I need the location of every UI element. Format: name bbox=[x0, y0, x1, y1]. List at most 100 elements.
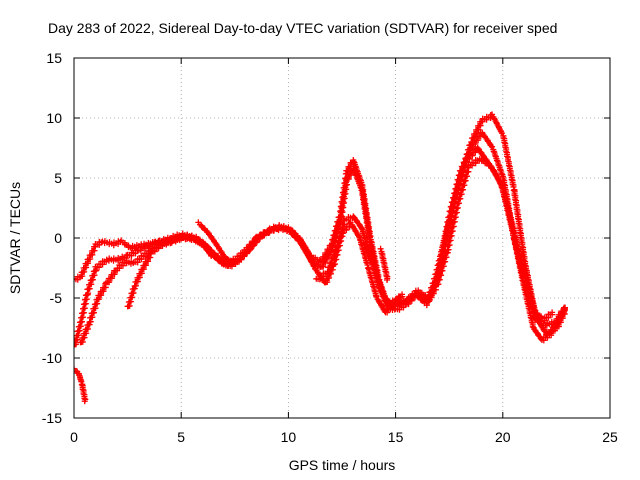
data-point-marker bbox=[526, 288, 533, 295]
y-tick-label: 10 bbox=[46, 110, 62, 126]
data-point-marker bbox=[360, 196, 367, 203]
series-track-4 bbox=[124, 233, 215, 310]
data-point-marker bbox=[93, 267, 100, 274]
data-point-marker bbox=[381, 263, 388, 270]
data-series bbox=[74, 111, 568, 405]
x-tick-label: 10 bbox=[281, 429, 297, 445]
data-point-marker bbox=[362, 210, 369, 217]
data-point-marker bbox=[514, 215, 521, 222]
data-point-marker bbox=[399, 291, 406, 298]
data-point-marker bbox=[505, 162, 512, 169]
data-point-marker bbox=[78, 381, 85, 388]
data-point-marker bbox=[379, 291, 386, 298]
data-point-marker bbox=[380, 259, 387, 266]
y-tick-label: 0 bbox=[54, 230, 62, 246]
data-point-marker bbox=[525, 305, 532, 312]
data-point-marker bbox=[514, 242, 521, 249]
data-point-marker bbox=[98, 239, 105, 246]
y-axis-label: SDTVAR / TECUs bbox=[7, 182, 23, 294]
data-point-marker bbox=[505, 206, 512, 213]
data-point-marker bbox=[506, 211, 513, 218]
data-point-marker bbox=[513, 206, 520, 213]
chart-title: Day 283 of 2022, Sidereal Day-to-day VTE… bbox=[48, 20, 557, 36]
data-point-marker bbox=[501, 139, 508, 146]
data-point-marker bbox=[530, 302, 537, 309]
data-point-marker bbox=[363, 219, 370, 226]
data-point-marker bbox=[377, 245, 384, 252]
data-point-marker bbox=[515, 247, 522, 254]
data-point-marker bbox=[365, 265, 372, 272]
data-point-marker bbox=[357, 184, 364, 191]
data-point-marker bbox=[358, 187, 365, 194]
data-point-marker bbox=[518, 260, 525, 267]
y-tick-label: 15 bbox=[46, 50, 62, 66]
data-point-marker bbox=[502, 144, 509, 151]
data-point-marker bbox=[371, 287, 378, 294]
x-tick-label: 0 bbox=[70, 429, 78, 445]
data-point-marker bbox=[365, 229, 372, 235]
data-point-marker bbox=[531, 306, 538, 313]
data-point-marker bbox=[362, 254, 369, 261]
data-point-marker bbox=[376, 279, 383, 286]
data-point-marker bbox=[525, 283, 532, 290]
data-point-marker bbox=[510, 187, 517, 194]
data-point-marker bbox=[358, 225, 365, 232]
y-tick-label: 5 bbox=[54, 170, 62, 186]
x-tick-label: 20 bbox=[495, 429, 511, 445]
data-point-marker bbox=[517, 229, 524, 236]
data-point-marker bbox=[501, 193, 508, 200]
data-point-marker bbox=[512, 196, 519, 203]
data-point-marker bbox=[500, 188, 507, 195]
data-point-marker bbox=[361, 234, 368, 241]
series-track-6 bbox=[360, 239, 403, 308]
data-point-marker bbox=[378, 250, 385, 257]
data-point-marker bbox=[362, 215, 369, 222]
data-point-marker bbox=[364, 262, 371, 268]
data-point-marker bbox=[524, 300, 531, 307]
data-point-marker bbox=[504, 153, 511, 160]
data-point-marker bbox=[366, 269, 373, 276]
data-point-marker bbox=[374, 275, 381, 282]
data-point-marker bbox=[523, 279, 530, 286]
data-point-marker bbox=[521, 269, 528, 276]
data-point-marker bbox=[497, 166, 504, 173]
data-point-marker bbox=[379, 254, 386, 261]
data-point-marker bbox=[503, 148, 510, 155]
data-point-marker bbox=[364, 224, 371, 231]
data-point-marker bbox=[516, 224, 523, 231]
data-point-marker bbox=[520, 265, 527, 272]
data-point-marker bbox=[508, 220, 515, 227]
data-point-marker bbox=[382, 268, 389, 275]
data-point-marker bbox=[81, 398, 88, 405]
data-point-marker bbox=[365, 233, 372, 240]
data-point-marker bbox=[510, 229, 517, 236]
data-point-marker bbox=[490, 148, 497, 155]
series-track-1 bbox=[74, 129, 568, 329]
data-point-marker bbox=[561, 304, 568, 311]
y-tick-label: -5 bbox=[50, 290, 63, 306]
x-tick-label: 5 bbox=[177, 429, 185, 445]
data-point-marker bbox=[355, 233, 362, 240]
data-point-marker bbox=[511, 192, 518, 199]
data-point-marker bbox=[360, 230, 367, 237]
data-point-marker bbox=[130, 260, 137, 266]
data-point-marker bbox=[513, 238, 520, 245]
x-tick-label: 15 bbox=[388, 429, 404, 445]
data-point-marker bbox=[515, 220, 522, 227]
data-point-marker bbox=[517, 256, 524, 263]
data-point-marker bbox=[357, 236, 364, 243]
data-point-marker bbox=[373, 271, 380, 278]
data-point-marker bbox=[489, 143, 496, 150]
data-point-marker bbox=[396, 295, 403, 301]
series-track-8 bbox=[431, 145, 556, 324]
data-point-marker bbox=[528, 319, 535, 326]
data-point-marker bbox=[370, 283, 377, 290]
data-point-marker bbox=[361, 205, 368, 212]
data-point-marker bbox=[227, 260, 234, 267]
series-track-9 bbox=[195, 219, 234, 267]
data-point-marker bbox=[522, 274, 529, 281]
data-point-marker bbox=[360, 201, 367, 208]
data-point-marker bbox=[506, 167, 513, 174]
data-point-marker bbox=[549, 309, 556, 316]
